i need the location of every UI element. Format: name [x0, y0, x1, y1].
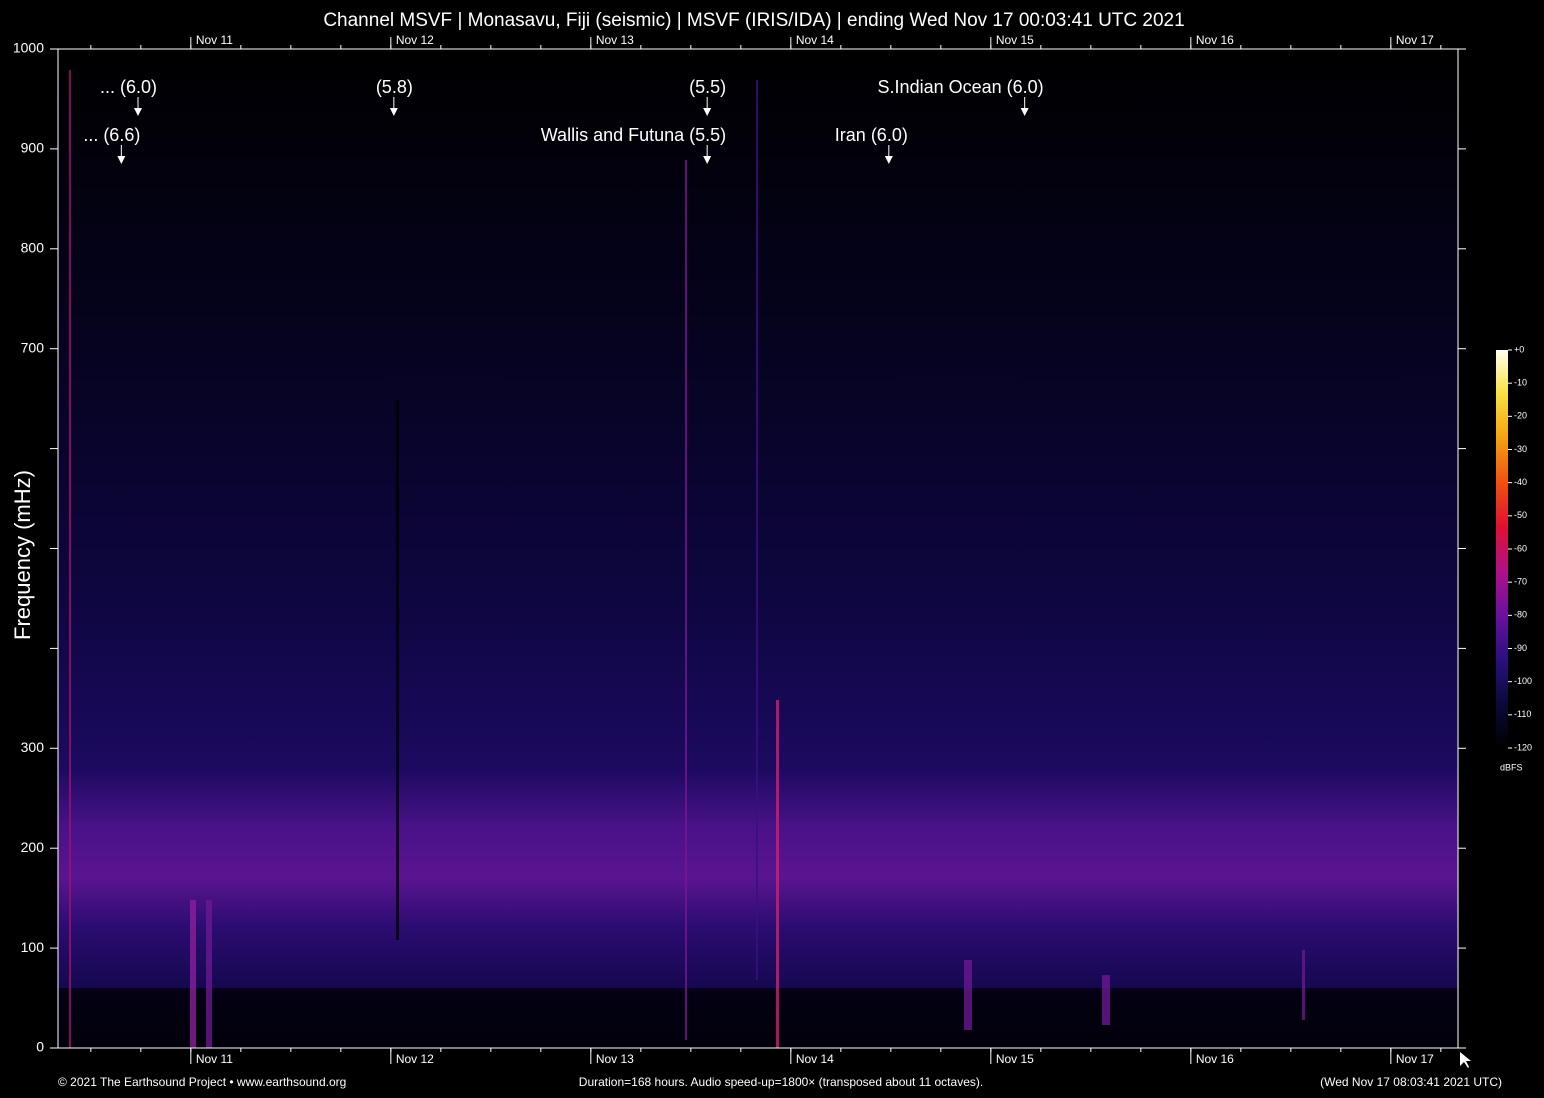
y-tick-label: 1000 [13, 40, 44, 56]
footer-left: © 2021 The Earthsound Project • www.eart… [58, 1075, 346, 1089]
colorbar-tick-label: -80 [1514, 610, 1527, 620]
colorbar-label: dBFS [1500, 762, 1523, 772]
colorbar-tick-label: -60 [1514, 543, 1527, 553]
chart-title: Channel MSVF | Monasavu, Fiji (seismic) … [323, 10, 1184, 31]
event-label: (5.5) [689, 77, 726, 97]
spectrogram-streaks [69, 70, 1305, 1048]
y-tick-label: 800 [21, 240, 45, 256]
y-tick-label: 200 [21, 839, 45, 855]
event-arrow-head [703, 108, 712, 116]
colorbar-tick-label: +0 [1514, 344, 1524, 354]
x-tick-label: Nov 12 [396, 1052, 434, 1066]
x-tick-label-top: Nov 15 [996, 33, 1034, 47]
colorbar-tick-label: -120 [1514, 742, 1532, 752]
event-arrow-head [134, 108, 142, 116]
event-label: (5.8) [376, 77, 413, 97]
colorbar-tick-label: -100 [1514, 676, 1532, 686]
colorbar-tick-label: -40 [1514, 477, 1527, 487]
event-label: Wallis and Futuna (5.5) [541, 125, 726, 145]
x-tick-label-top: Nov 14 [796, 33, 834, 47]
y-tick-label: 0 [36, 1039, 44, 1055]
y-tick-label: 700 [21, 339, 45, 355]
x-tick-label: Nov 14 [796, 1052, 834, 1066]
colorbar [1496, 350, 1508, 748]
x-tick-label-top: Nov 11 [196, 33, 233, 47]
x-tick-label-top: Nov 13 [596, 33, 634, 47]
colorbar-tick-label: -10 [1514, 378, 1527, 388]
y-tick-label: 100 [21, 939, 45, 955]
colorbar-tick-label: -70 [1514, 577, 1527, 587]
x-tick-label-top: Nov 17 [1396, 33, 1434, 47]
event-arrow-head [1020, 108, 1029, 116]
event-label: ... (6.6) [83, 125, 140, 145]
y-axis-label: Frequency (mHz) [10, 470, 35, 640]
footer-center: Duration=168 hours. Audio speed-up=1800×… [579, 1075, 983, 1089]
y-tick-label: 900 [21, 140, 45, 156]
event-arrow-head [884, 156, 893, 164]
event-arrow-head [703, 156, 712, 164]
x-tick-label: Nov 15 [996, 1052, 1034, 1066]
colorbar-tick-label: -110 [1514, 709, 1531, 719]
colorbar-tick-label: -30 [1514, 444, 1527, 454]
x-tick-label-top: Nov 12 [396, 33, 434, 47]
cursor [1460, 1052, 1471, 1068]
colorbar-tick-label: -20 [1514, 411, 1527, 421]
x-tick-label-top: Nov 16 [1196, 33, 1234, 47]
x-tick-label: Nov 13 [596, 1052, 634, 1066]
event-label: ... (6.0) [100, 77, 157, 97]
x-tick-label: Nov 11 [196, 1052, 233, 1066]
event-arrow-head [389, 108, 398, 116]
spectrogram-low-band [58, 988, 1458, 1048]
y-tick-label: 300 [21, 739, 45, 755]
colorbar-tick-label: -90 [1514, 643, 1527, 653]
footer-right: (Wed Nov 17 08:03:41 2021 UTC) [1320, 1075, 1502, 1089]
colorbar-tick-label: -50 [1514, 510, 1527, 520]
x-tick-label: Nov 17 [1396, 1052, 1434, 1066]
x-tick-label: Nov 16 [1196, 1052, 1234, 1066]
event-label: Iran (6.0) [835, 125, 908, 145]
event-label: S.Indian Ocean (6.0) [878, 77, 1044, 97]
event-arrow-head [117, 156, 126, 164]
